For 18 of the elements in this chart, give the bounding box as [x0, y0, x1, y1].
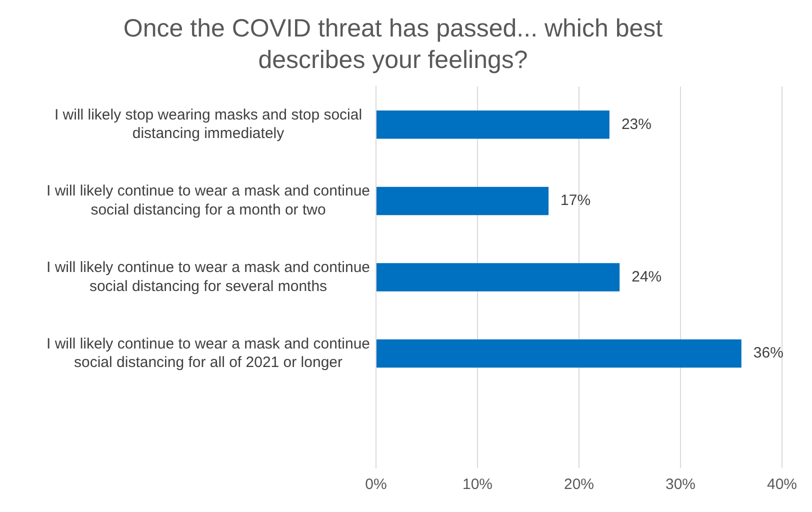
x-tick-label: 10%	[462, 476, 493, 494]
y-tick-label: I will likely continue to wear a mask and continue social distancing for all of 2021 or longer	[46, 335, 370, 372]
bar	[376, 339, 742, 368]
data-label: 23%	[621, 116, 652, 133]
y-tick-label: I will likely stop wearing masks and stop social distancing immediately	[54, 106, 362, 142]
x-tick-label: 30%	[665, 476, 696, 494]
y-tick-label: I will likely continue to wear a mask and continue social distancing for a month or two	[46, 182, 370, 218]
bar	[376, 263, 620, 292]
x-tick-label: 0%	[365, 476, 387, 494]
bar	[376, 110, 610, 139]
data-label: 24%	[632, 268, 662, 286]
x-tick-label: 20%	[564, 476, 594, 494]
data-label: 17%	[560, 192, 591, 210]
chart-title: Once the COVID threat has passed... which best describes your feelings?	[123, 14, 663, 74]
y-tick-label: I will likely continue to wear a mask and continue social distancing for several months	[46, 259, 370, 295]
data-label: 36%	[753, 344, 784, 362]
bar	[376, 186, 549, 216]
x-tick-label: 40%	[766, 476, 798, 494]
